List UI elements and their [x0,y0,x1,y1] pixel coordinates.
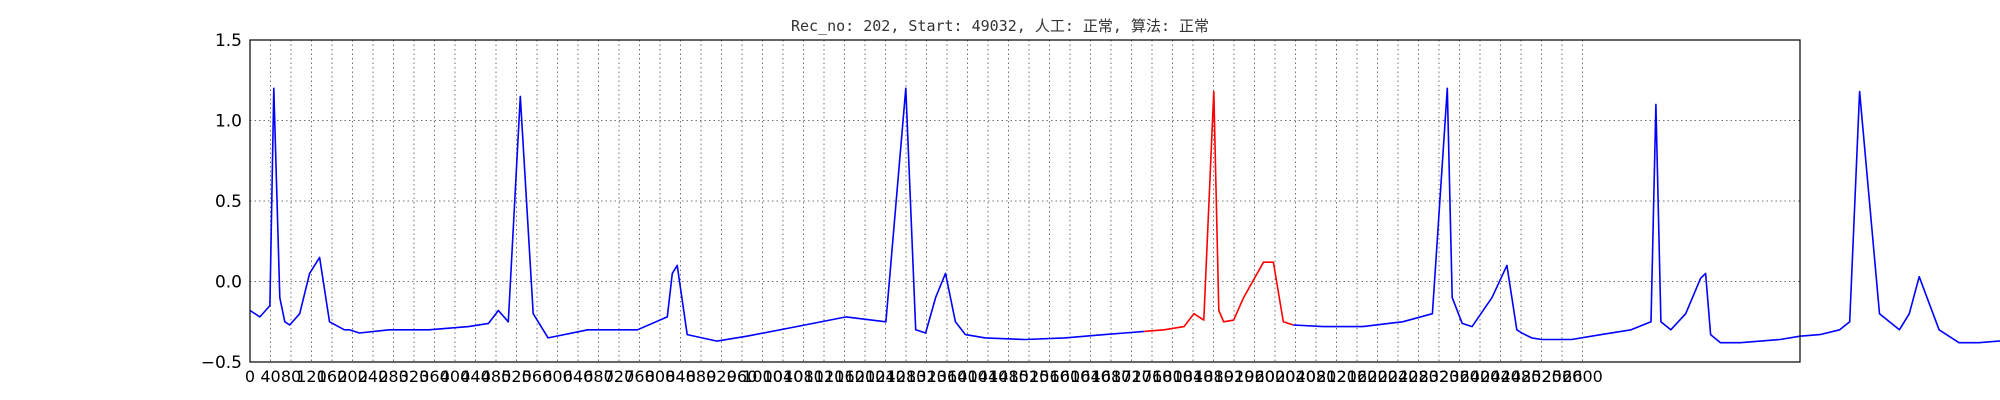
x-axis-ticks: 0 40 8012016020024028032036040044048052056… [245,367,1603,386]
x-tick-label: 720 [604,367,635,386]
x-tick-label: 1800 [1152,367,1193,386]
x-tick-label: 1280 [886,367,927,386]
x-tick-label: 1160 [824,367,865,386]
x-tick-label: 1360 [927,367,968,386]
x-tick-label: 1600 [1050,367,1091,386]
x-tick-label: 920 [706,367,737,386]
x-tick-label: 520 [501,367,532,386]
x-tick-label: 1960 [1234,367,1275,386]
x-tick-label: 1840 [1173,367,1214,386]
x-tick-label: 960 [727,367,758,386]
x-tick-label: 1480 [988,367,1029,386]
x-tick-label: 2520 [1521,367,1562,386]
x-tick-label: 560 [522,367,553,386]
x-tick-label: 1560 [1029,367,1070,386]
x-tick-label: 640 [563,367,594,386]
x-tick-label: 440 [460,367,491,386]
x-tick-label: 120 [296,367,327,386]
x-tick-label: 2000 [1255,367,1296,386]
x-tick-label: 160 [317,367,348,386]
series-layer [249,87,2000,344]
x-tick-label: 1240 [865,367,906,386]
x-tick-label: 1200 [845,367,886,386]
x-tick-label: 2200 [1357,367,1398,386]
x-tick-label: 1640 [1070,367,1111,386]
x-tick-label: 1080 [783,367,824,386]
x-tick-label: 1040 [763,367,804,386]
x-tick-label: 2280 [1398,367,1439,386]
x-tick-label: 680 [583,367,614,386]
x-tick-label: 1880 [1193,367,1234,386]
x-tick-label: 2160 [1337,367,1378,386]
y-tick-label: 1.0 [215,112,242,132]
y-tick-label: 1.5 [215,31,242,51]
x-tick-label: 2600 [1562,367,1603,386]
x-tick-label: 1520 [1009,367,1050,386]
ecg-series-0 [249,87,1145,342]
x-tick-label: 1680 [1091,367,1132,386]
ecg-series-3 [1799,90,2000,344]
x-tick-label: 1120 [804,367,845,386]
grid-layer [250,40,1800,362]
x-tick-label: 2240 [1378,367,1419,386]
x-tick-label: 1000 [742,367,783,386]
x-tick-label: 1320 [906,367,947,386]
x-tick-label: 480 [481,367,512,386]
x-tick-label: 2320 [1419,367,1460,386]
chart-title: Rec_no: 202, Start: 49032, 人工: 正常, 算法: 正… [791,17,1209,35]
x-tick-label: 2080 [1296,367,1337,386]
x-tick-label: 2400 [1460,367,1501,386]
x-tick-label: 600 [542,367,573,386]
plot-frame [249,39,1801,363]
x-tick-label: 80 [281,367,301,386]
ecg-series-1 [1144,90,1294,333]
x-tick-label: 2480 [1501,367,1542,386]
x-tick-label: 760 [624,367,655,386]
x-tick-label: 40 [260,367,280,386]
y-axis-ticks: −0.5 0.0 0.5 1.0 1.5 [201,31,242,373]
x-tick-label: 1720 [1111,367,1152,386]
x-tick-label: 2040 [1275,367,1316,386]
x-tick-label: 240 [358,367,389,386]
x-tick-label: 2360 [1439,367,1480,386]
x-tick-label: 800 [645,367,676,386]
x-tick-label: 2440 [1480,367,1521,386]
x-tick-label: 1440 [968,367,1009,386]
x-tick-label: 2560 [1542,367,1583,386]
x-tick-label: 840 [665,367,696,386]
x-tick-label: 0 [245,367,255,386]
x-tick-label: 1760 [1132,367,1173,386]
y-tick-label: 0.0 [215,273,242,293]
x-tick-label: 1920 [1214,367,1255,386]
x-tick-label: 2120 [1316,367,1357,386]
x-tick-label: 280 [378,367,409,386]
y-tick-label: −0.5 [201,353,242,373]
x-tick-label: 400 [440,367,471,386]
x-tick-label: 200 [337,367,368,386]
ecg-series-2 [1293,87,1801,344]
y-tick-label: 0.5 [215,192,242,212]
x-tick-label: 320 [399,367,430,386]
x-tick-label: 880 [686,367,717,386]
x-tick-label: 1400 [947,367,988,386]
x-tick-label: 360 [419,367,450,386]
